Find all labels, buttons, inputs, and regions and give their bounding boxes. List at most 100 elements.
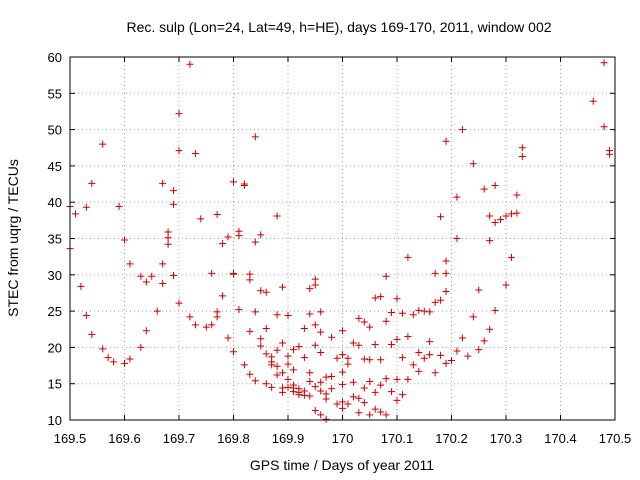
data-point xyxy=(142,278,150,286)
data-point xyxy=(279,388,287,396)
data-point xyxy=(415,367,423,375)
data-point xyxy=(213,313,221,321)
data-point xyxy=(191,321,199,329)
data-point xyxy=(388,340,396,348)
data-point xyxy=(175,147,183,155)
data-point xyxy=(426,338,434,346)
data-point xyxy=(415,306,423,314)
data-point xyxy=(507,253,515,261)
data-point xyxy=(360,318,368,326)
data-point xyxy=(382,375,390,383)
data-point xyxy=(491,182,499,190)
data-point xyxy=(464,352,472,360)
data-point xyxy=(230,178,237,186)
data-point xyxy=(355,314,363,322)
data-point xyxy=(295,343,303,351)
data-point xyxy=(224,334,232,342)
data-point xyxy=(306,369,314,377)
data-point xyxy=(317,387,325,395)
data-point xyxy=(224,233,232,241)
data-point xyxy=(268,383,276,391)
data-point xyxy=(257,335,265,343)
data-point xyxy=(600,123,608,131)
data-point xyxy=(322,395,330,403)
data-point xyxy=(339,351,346,359)
data-point xyxy=(398,354,406,362)
data-point xyxy=(257,287,265,295)
data-point xyxy=(442,359,450,367)
data-point xyxy=(317,328,325,336)
data-point xyxy=(213,211,221,219)
y-tick-label: 10 xyxy=(48,413,62,428)
data-point xyxy=(71,210,79,218)
data-point xyxy=(164,234,172,242)
x-tick-label: 170.3 xyxy=(490,431,523,446)
data-point xyxy=(388,388,396,396)
data-point xyxy=(197,215,205,223)
data-point xyxy=(137,272,145,280)
data-point xyxy=(170,187,178,195)
y-tick-label: 20 xyxy=(48,340,62,355)
x-tick-label: 170.4 xyxy=(544,431,577,446)
data-point xyxy=(426,351,434,359)
data-point xyxy=(268,361,276,369)
data-point xyxy=(360,399,368,407)
data-point xyxy=(153,307,161,315)
data-point xyxy=(219,292,227,300)
data-point xyxy=(355,394,363,402)
x-tick-label: 170.2 xyxy=(435,431,468,446)
data-point xyxy=(442,257,450,265)
data-point xyxy=(88,330,96,338)
data-point xyxy=(208,321,216,329)
y-axis-ticks: 10 15 20 25 30 35 40 45 50 55 60 xyxy=(48,50,615,428)
data-point xyxy=(458,334,466,342)
data-point xyxy=(251,238,259,246)
data-point xyxy=(442,269,450,277)
data-point xyxy=(110,358,118,366)
data-point xyxy=(273,346,281,354)
data-point xyxy=(175,110,183,118)
data-point xyxy=(453,235,461,242)
data-point xyxy=(148,272,156,280)
data-point xyxy=(289,381,297,389)
data-points xyxy=(66,59,614,423)
data-point xyxy=(121,359,128,367)
data-point xyxy=(186,313,194,321)
data-point xyxy=(339,368,346,376)
y-tick-label: 60 xyxy=(48,50,62,65)
data-point xyxy=(339,404,346,412)
data-point xyxy=(453,347,461,355)
data-point xyxy=(393,396,401,404)
y-tick-label: 40 xyxy=(48,195,62,210)
data-point xyxy=(475,346,483,354)
data-point xyxy=(453,193,461,201)
data-point xyxy=(251,133,259,141)
y-tick-label: 25 xyxy=(48,304,62,319)
data-point xyxy=(366,323,374,331)
data-point xyxy=(431,369,439,377)
data-point xyxy=(284,352,292,360)
data-point xyxy=(404,333,412,341)
data-point xyxy=(377,408,385,416)
data-point xyxy=(300,325,308,333)
data-point xyxy=(240,182,248,190)
x-tick-label: 169.8 xyxy=(217,431,250,446)
x-tick-label: 169.9 xyxy=(272,431,305,446)
data-point xyxy=(393,335,401,343)
data-point xyxy=(491,306,499,314)
data-point xyxy=(121,236,128,244)
data-point xyxy=(606,150,614,158)
data-point xyxy=(420,354,428,362)
data-point xyxy=(164,240,172,248)
data-point xyxy=(409,361,417,369)
x-axis-label: GPS time / Days of year 2011 xyxy=(250,457,434,473)
data-point xyxy=(240,361,248,369)
data-point xyxy=(317,308,325,316)
data-point xyxy=(415,348,423,356)
x-tick-label: 169.7 xyxy=(163,431,196,446)
x-tick-label: 169.5 xyxy=(54,431,87,446)
data-point xyxy=(355,409,363,417)
data-point xyxy=(126,260,134,268)
data-point xyxy=(262,325,270,333)
data-point xyxy=(600,59,608,67)
